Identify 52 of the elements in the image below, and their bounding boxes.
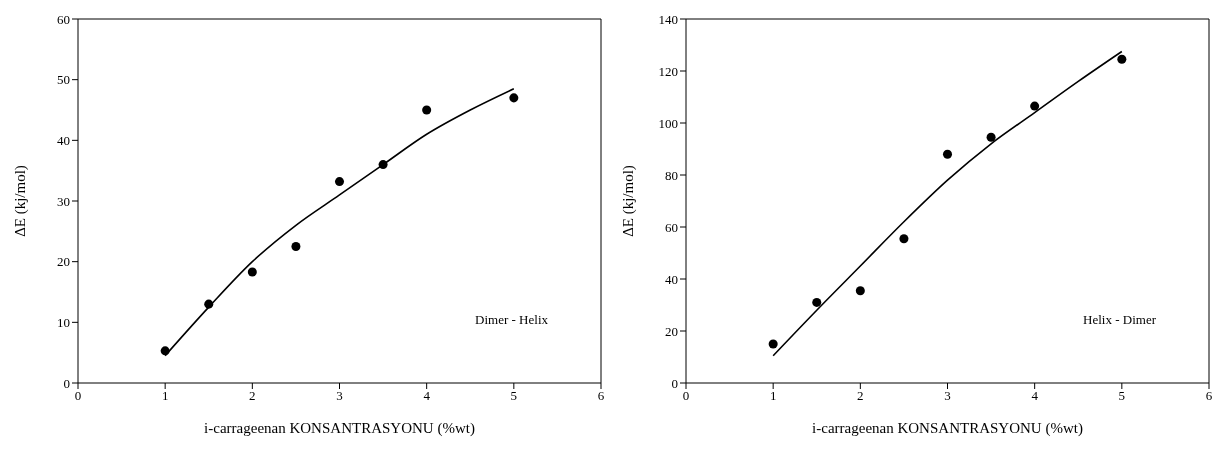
x-tick-label: 2 bbox=[249, 388, 256, 404]
y-tick-label: 100 bbox=[658, 115, 678, 131]
point bbox=[986, 132, 996, 142]
line-series bbox=[772, 50, 1123, 357]
point bbox=[942, 149, 953, 159]
annotation: Helix - Dimer bbox=[1083, 312, 1156, 328]
x-tick-label: 1 bbox=[161, 388, 169, 404]
x-tick-label: 6 bbox=[1205, 388, 1213, 404]
y-axis-title: ΔE (kj/mol) bbox=[620, 165, 638, 237]
point bbox=[291, 241, 301, 252]
point bbox=[422, 105, 432, 115]
point bbox=[204, 299, 214, 309]
y-tick-label: 60 bbox=[57, 11, 70, 27]
point bbox=[509, 93, 519, 103]
point bbox=[247, 267, 257, 277]
y-tick-label: 10 bbox=[57, 314, 70, 330]
point bbox=[1030, 101, 1040, 111]
x-tick-label: 4 bbox=[1031, 388, 1039, 404]
x-tick-label: 1 bbox=[769, 388, 777, 404]
y-tick-label: 20 bbox=[57, 254, 70, 270]
y-tick-label: 50 bbox=[57, 72, 70, 88]
point bbox=[378, 160, 388, 170]
x-tick-label: 3 bbox=[336, 388, 343, 404]
point bbox=[334, 177, 345, 187]
y-tick-label: 0 bbox=[671, 375, 678, 391]
y-tick-label: 0 bbox=[63, 375, 70, 391]
point bbox=[855, 286, 865, 296]
y-tick-label: 40 bbox=[57, 132, 70, 148]
y-tick-label: 60 bbox=[665, 219, 678, 235]
x-tick-label: 2 bbox=[857, 388, 864, 404]
point bbox=[899, 234, 909, 244]
x-tick-label: 4 bbox=[423, 388, 431, 404]
x-tick-label: 3 bbox=[944, 388, 951, 404]
y-tick-label: 80 bbox=[665, 167, 678, 183]
y-axis-title: ΔE (kj/mol) bbox=[12, 165, 30, 237]
y-tick-label: 140 bbox=[658, 11, 678, 27]
y-tick-label: 40 bbox=[665, 271, 678, 287]
x-axis-title: i-carrageenan KONSANTRASYONU (%wt) bbox=[812, 420, 1083, 437]
point bbox=[768, 339, 778, 349]
x-axis-title: i-carrageenan KONSANTRASYONU (%wt) bbox=[204, 420, 475, 437]
x-tick-label: 0 bbox=[682, 388, 690, 404]
point bbox=[160, 346, 170, 356]
x-tick-label: 6 bbox=[597, 388, 605, 404]
y-tick-label: 120 bbox=[658, 63, 678, 79]
x-tick-label: 0 bbox=[74, 388, 82, 404]
x-tick-label: 5 bbox=[510, 388, 518, 404]
point bbox=[1117, 54, 1127, 64]
y-tick-label: 30 bbox=[57, 193, 70, 209]
y-tick-label: 20 bbox=[665, 323, 678, 339]
annotation: Dimer - Helix bbox=[475, 312, 548, 328]
x-tick-label: 5 bbox=[1118, 388, 1126, 404]
point bbox=[812, 297, 822, 307]
